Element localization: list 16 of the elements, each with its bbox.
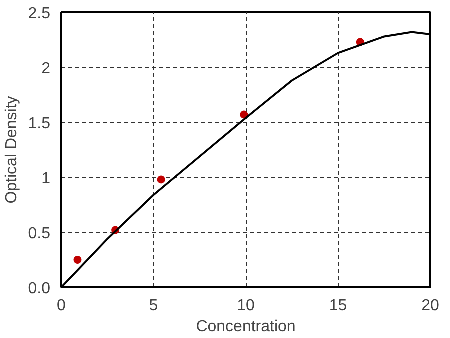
y-tick-label: 0.0 — [28, 280, 51, 298]
point — [74, 256, 82, 264]
x-tick-label: 5 — [149, 298, 158, 314]
x-tick-label: 15 — [329, 298, 348, 314]
y-tick-label: 0.5 — [28, 226, 51, 242]
y-axis-title: Optical Density — [3, 96, 20, 204]
y-tick-label: 1 — [42, 170, 51, 188]
y-tick-label: 1.5 — [28, 116, 51, 132]
y-tick-label: 2 — [42, 60, 51, 78]
x-tick-label: 10 — [237, 298, 255, 314]
point — [240, 110, 248, 119]
y-tick-label: 2.5 — [28, 6, 51, 22]
x-tick-label: 20 — [422, 298, 440, 314]
x-axis-title: Concentration — [196, 318, 296, 336]
point — [157, 176, 166, 184]
x-tick-label: 0 — [57, 298, 66, 314]
